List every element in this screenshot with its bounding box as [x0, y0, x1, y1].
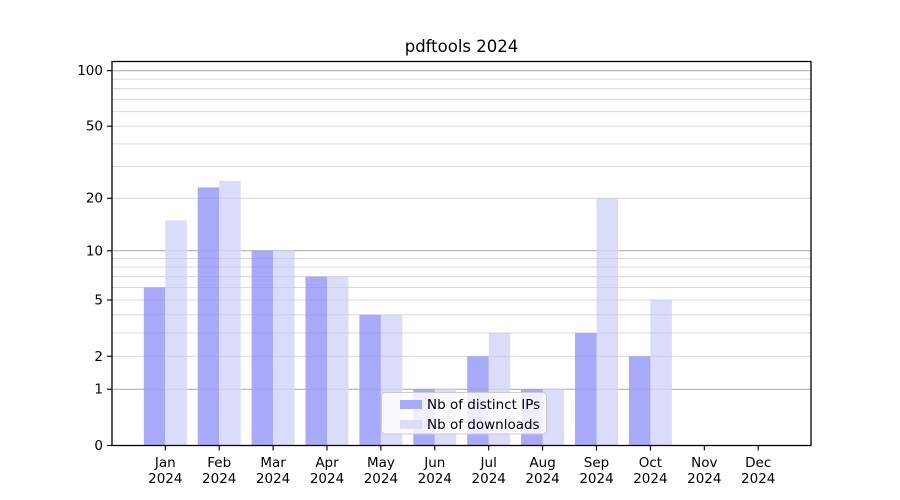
x-tick-label-month: Feb	[207, 455, 231, 471]
x-tick-label-year: 2024	[310, 471, 344, 487]
y-tick-label: 50	[86, 119, 103, 135]
bar-distinct-ips	[305, 276, 327, 446]
bar-distinct-ips	[143, 287, 166, 446]
x-tick-label-year: 2024	[148, 471, 182, 487]
bar-downloads	[327, 276, 349, 446]
plot-border	[111, 60, 812, 447]
x-tick-label-year: 2024	[579, 471, 613, 487]
x-tick-label-month: Aug	[529, 455, 555, 471]
bar-distinct-ips	[197, 187, 220, 446]
x-tick-label-month: Jun	[423, 455, 445, 471]
legend-box	[381, 392, 547, 435]
x-tick-label-year: 2024	[256, 471, 290, 487]
legend-swatch-distinct-ips	[400, 400, 422, 409]
legend: Nb of distinct IPs Nb of downloads	[381, 392, 547, 435]
bar-downloads	[542, 389, 565, 446]
bar-distinct-ips	[251, 250, 274, 446]
y-tick-label: 2	[94, 349, 103, 365]
x-tick-label-year: 2024	[364, 471, 398, 487]
x-tick-label-month: May	[367, 455, 395, 471]
x-tick-label-month: Oct	[639, 455, 662, 471]
y-tick-label: 1	[94, 382, 103, 398]
legend-swatch-downloads	[400, 420, 422, 429]
x-tick-label-year: 2024	[741, 471, 775, 487]
y-tick-label: 10	[86, 243, 103, 259]
x-tick-label-year: 2024	[202, 471, 236, 487]
y-tick-label: 5	[94, 292, 103, 308]
gridline-overlay	[112, 70, 811, 390]
legend-label-distinct-ips: Nb of distinct IPs	[427, 397, 540, 413]
x-tick-label-year: 2024	[472, 471, 506, 487]
legend-label-downloads: Nb of downloads	[427, 417, 540, 433]
x-tick-label-month: Jul	[480, 455, 497, 471]
x-tick-label-month: Sep	[584, 455, 609, 471]
bar-downloads	[273, 250, 295, 446]
chart-title: pdftools 2024	[405, 37, 519, 56]
bar-distinct-ips	[359, 314, 381, 446]
bar-distinct-ips	[575, 332, 597, 446]
bar-downloads	[219, 180, 241, 446]
bar-downloads	[596, 198, 618, 446]
bar-downloads	[650, 299, 672, 446]
bar-distinct-ips	[628, 356, 651, 446]
y-tick-label: 100	[77, 63, 103, 79]
x-tick-label-month: Jan	[154, 455, 176, 471]
x-tick-label-year: 2024	[418, 471, 452, 487]
x-tick-label-month: Apr	[315, 455, 339, 471]
x-tick-label-year: 2024	[525, 471, 559, 487]
x-axis: Jan2024Feb2024Mar2024Apr2024May2024Jun20…	[148, 445, 775, 487]
bar-downloads	[165, 220, 187, 446]
x-tick-label-month: Dec	[745, 455, 771, 471]
x-tick-label-month: Nov	[691, 455, 717, 471]
x-tick-label-month: Mar	[260, 455, 286, 471]
y-tick-label: 20	[86, 191, 103, 207]
y-tick-label: 0	[94, 438, 103, 454]
x-tick-label-year: 2024	[633, 471, 667, 487]
x-tick-label-year: 2024	[687, 471, 721, 487]
